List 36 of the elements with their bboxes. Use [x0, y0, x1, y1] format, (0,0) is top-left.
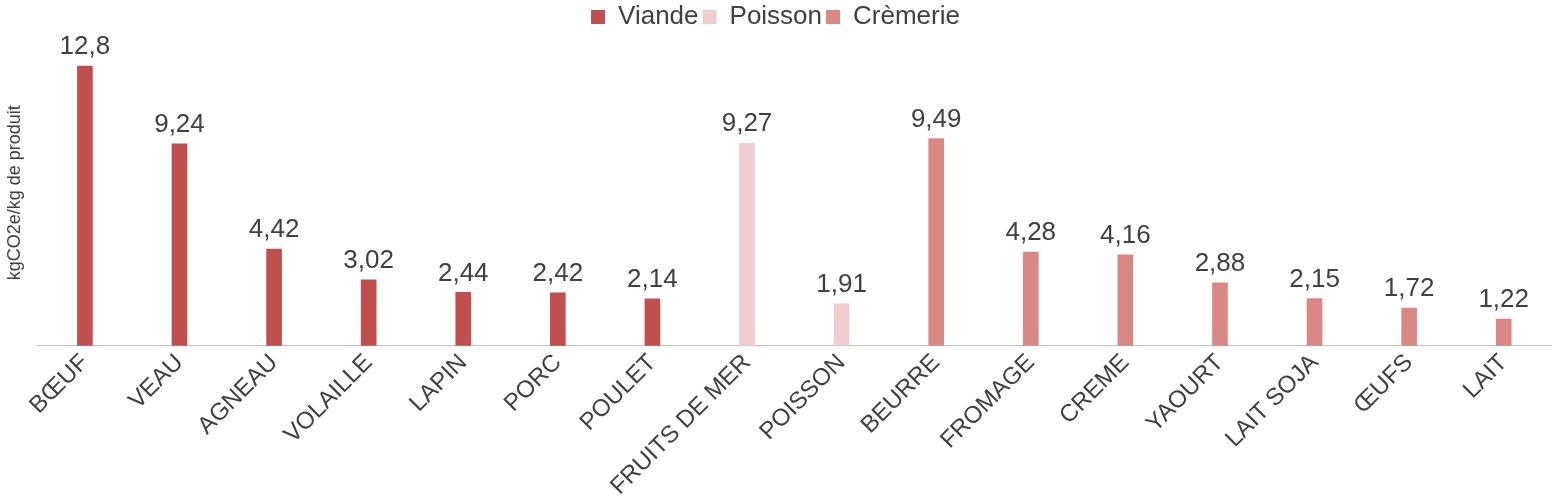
data-label: 2,14	[627, 263, 678, 294]
bar	[77, 65, 93, 346]
data-label: 2,88	[1194, 246, 1246, 277]
bar	[1212, 282, 1228, 346]
data-label: 4,42	[248, 213, 300, 244]
legend-label: Poisson	[729, 0, 823, 31]
data-label: 9,49	[910, 102, 962, 133]
data-label: 12,8	[59, 30, 111, 61]
bar	[928, 138, 945, 346]
data-label: 3,02	[343, 243, 394, 274]
bar	[1401, 307, 1417, 346]
data-label: 9,24	[154, 108, 205, 139]
bar	[644, 298, 661, 346]
data-label: 2,15	[1289, 262, 1340, 293]
bar	[833, 303, 850, 346]
data-label: 1,72	[1383, 272, 1435, 303]
data-label: 4,16	[1100, 218, 1151, 249]
bar	[1117, 254, 1134, 346]
bar	[550, 292, 566, 346]
data-label: 1,22	[1478, 283, 1530, 314]
bar	[455, 292, 472, 346]
data-label: 2,44	[437, 256, 489, 287]
bar	[360, 279, 377, 346]
bar	[739, 142, 755, 346]
y-axis-title: kgCO2e/kg de produit	[3, 105, 24, 281]
bar	[1495, 318, 1512, 346]
data-label: 9,27	[721, 107, 773, 138]
legend-label: Crèmerie	[853, 0, 960, 31]
data-label: 1,91	[816, 268, 867, 299]
bar	[171, 143, 188, 346]
data-label: 4,28	[1005, 216, 1057, 247]
bar	[266, 248, 282, 346]
bar	[1022, 251, 1039, 346]
bar	[1306, 298, 1323, 346]
data-label: 2,42	[532, 256, 584, 287]
legend-label: Viande	[618, 0, 699, 31]
